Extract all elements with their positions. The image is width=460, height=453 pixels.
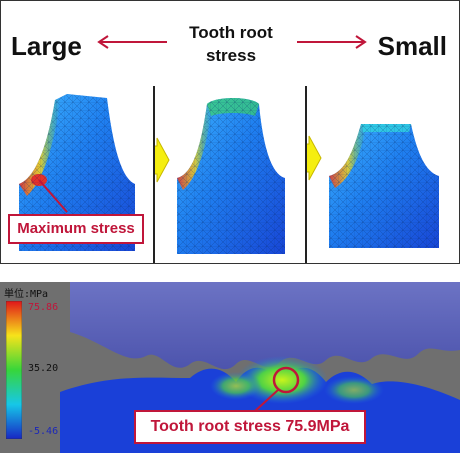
tooth-fem-large bbox=[19, 94, 135, 251]
scale-mid-value: 35.20 bbox=[28, 363, 59, 374]
tooth-model-medium bbox=[155, 86, 307, 263]
left-arrow-icon bbox=[97, 35, 167, 49]
tooth-model-large bbox=[1, 86, 155, 263]
tooth-root-stress-callout: Tooth root stress 75.9MPa bbox=[134, 410, 366, 444]
tooth-fem-medium bbox=[155, 98, 285, 254]
maximum-stress-callout: Maximum stress bbox=[8, 214, 144, 244]
large-label: Large bbox=[11, 31, 82, 61]
tooth-fem-small bbox=[307, 124, 439, 248]
center-label-line1: Tooth root bbox=[189, 23, 273, 42]
center-label-line2: stress bbox=[205, 46, 257, 65]
tooth-root-stress-label: Tooth root stress bbox=[171, 21, 291, 67]
progress-arrow-icon bbox=[155, 137, 170, 183]
right-arrow-icon bbox=[297, 35, 367, 49]
progress-arrow-icon bbox=[307, 135, 322, 181]
tooth-model-small bbox=[307, 86, 459, 263]
scale-min-value: -5.46 bbox=[28, 426, 59, 437]
scale-unit-title: 単位:MPa bbox=[4, 289, 49, 300]
color-scale-bar bbox=[6, 301, 22, 439]
stress-direction-header: Large Tooth root stress Small bbox=[0, 0, 460, 88]
tooth-comparison-panels bbox=[0, 86, 460, 264]
scale-max-value: 75.86 bbox=[28, 302, 59, 313]
stress-point-marker bbox=[272, 366, 300, 394]
stress-color-scale: 単位:MPa 75.86 35.20 -5.46 bbox=[2, 285, 66, 442]
small-label: Small bbox=[377, 31, 447, 61]
